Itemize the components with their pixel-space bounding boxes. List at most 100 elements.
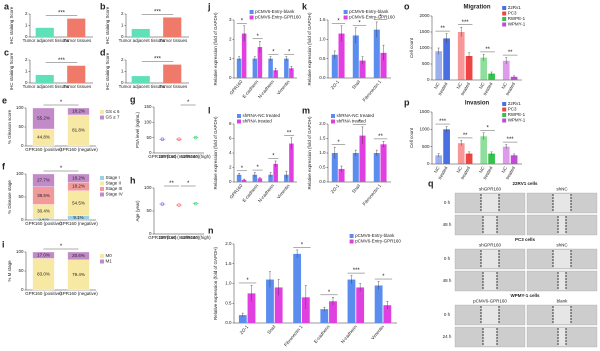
significance-label: * — [358, 119, 361, 125]
bar — [380, 52, 387, 78]
y-tick-label: 50 — [18, 124, 24, 129]
legend-label: RWPE-1 — [508, 112, 526, 117]
panel-letter: m — [302, 105, 310, 115]
bar — [488, 153, 495, 164]
y-tick-label: 0 — [229, 179, 232, 184]
significance-label: * — [256, 34, 259, 40]
legend-swatch — [100, 176, 104, 180]
significance-label: *** — [154, 10, 162, 16]
bar-segment — [32, 107, 55, 130]
significance-label: * — [301, 243, 304, 249]
bar — [268, 174, 273, 182]
x-tick-label: Tumor adjacent tissues — [23, 38, 70, 43]
x-tick-label: NC — [455, 165, 463, 174]
legend-label: WPMY-1 — [508, 22, 526, 27]
x-tick-label: treated — [505, 81, 517, 96]
value-label: 20.6% — [72, 253, 85, 258]
y-tick-label: 0 — [21, 143, 24, 148]
significance-label: * — [382, 274, 385, 280]
panel-letter: j — [207, 1, 211, 11]
legend-label: shRNA treated — [243, 119, 273, 124]
x-tick-label: Vimentin — [276, 79, 291, 96]
panel-letter: f — [2, 161, 6, 171]
bar — [238, 315, 247, 323]
bar — [331, 153, 338, 182]
group-title: 22RV1 cells — [513, 181, 538, 186]
y-tick-label: 0.0 — [319, 75, 326, 80]
x-tick-label: GPR160 (positive) — [25, 147, 62, 152]
value-label: 18.2% — [72, 175, 85, 180]
legend-label: RWPE-1 — [508, 16, 526, 21]
legend-label: PC3 — [508, 11, 517, 16]
x-tick-label: N-cadherin — [257, 183, 275, 203]
significance-label: * — [246, 278, 249, 284]
y-axis-label: PSA level (ng/mL) — [135, 111, 140, 148]
x-tick-label: GPR160 (low) — [148, 235, 177, 240]
row-label: 0 h — [444, 312, 451, 317]
y-tick-label: 100 — [16, 249, 24, 254]
y-axis-label: Cell count — [409, 37, 414, 58]
y-tick-label: 1000 — [419, 127, 430, 132]
legend-swatch — [237, 114, 241, 118]
value-label: 30.4% — [37, 209, 50, 214]
legend-label: Stage III — [106, 186, 123, 191]
x-tick-label: Tumor adjacent tissues — [119, 84, 166, 89]
group-title: PC3 cells — [515, 237, 536, 242]
significance-label: * — [486, 125, 489, 131]
bar — [252, 174, 258, 182]
legend-swatch — [100, 115, 104, 120]
bar — [329, 301, 337, 323]
y-tick-label: 0 — [427, 77, 430, 82]
bar — [274, 287, 283, 323]
bar — [252, 58, 258, 78]
legend-swatch — [100, 259, 104, 264]
value-label: 17.0% — [37, 252, 50, 257]
x-tick-label: GPR160 (positive) — [25, 291, 62, 296]
bar — [465, 56, 473, 80]
bar — [383, 305, 392, 323]
bar — [352, 153, 359, 182]
significance-label: * — [337, 140, 340, 146]
significance-label: * — [272, 49, 275, 55]
bar — [502, 146, 510, 164]
legend-swatch — [100, 110, 104, 114]
y-tick-label: 0 — [149, 150, 152, 155]
row-label: 48 h — [443, 222, 452, 227]
value-label: 18.2% — [72, 184, 85, 189]
value-label: 79.4% — [72, 272, 85, 277]
y-tick-label: 1.5 — [319, 136, 326, 141]
bar — [301, 297, 310, 323]
bar — [347, 279, 356, 323]
bar — [480, 136, 488, 164]
significance-label: * — [60, 166, 63, 172]
panel-letter: i — [2, 239, 5, 249]
column-label: pCMV6-GPR160 — [473, 299, 507, 304]
y-tick-label: 2 — [25, 11, 28, 16]
y-tick-label: 2000 — [419, 13, 430, 18]
bar — [338, 33, 345, 78]
y-tick-label: 1.0 — [319, 150, 326, 155]
bar — [338, 168, 345, 182]
legend-swatch — [331, 119, 335, 124]
x-tick-label: GPR160 (moderate) — [159, 235, 200, 240]
bar — [435, 155, 443, 164]
wound-gap — [553, 194, 571, 212]
bar-segment — [32, 251, 55, 259]
y-tick-label: 0.5 — [319, 56, 326, 61]
legend-label: M0 — [106, 253, 113, 258]
panel-letter: b — [100, 1, 106, 11]
value-label: 3.4% — [38, 216, 48, 221]
bar — [163, 17, 182, 37]
x-tick-label: Tumor adjacent tissues — [119, 38, 166, 43]
wound-gap — [553, 250, 571, 268]
wound-gap — [558, 328, 566, 346]
bar-segment — [32, 173, 55, 187]
y-axis-label: IHC staining Score — [105, 6, 110, 44]
x-tick-label: NC — [478, 81, 486, 90]
y-tick-label: 0.0 — [319, 179, 326, 184]
significance-label: * — [241, 18, 244, 24]
x-tick-label: Tumor tissues — [159, 38, 188, 43]
bar — [356, 287, 365, 323]
legend-label: GS ≥ 7 — [106, 115, 120, 120]
y-tick-label: 1.0 — [225, 281, 232, 286]
